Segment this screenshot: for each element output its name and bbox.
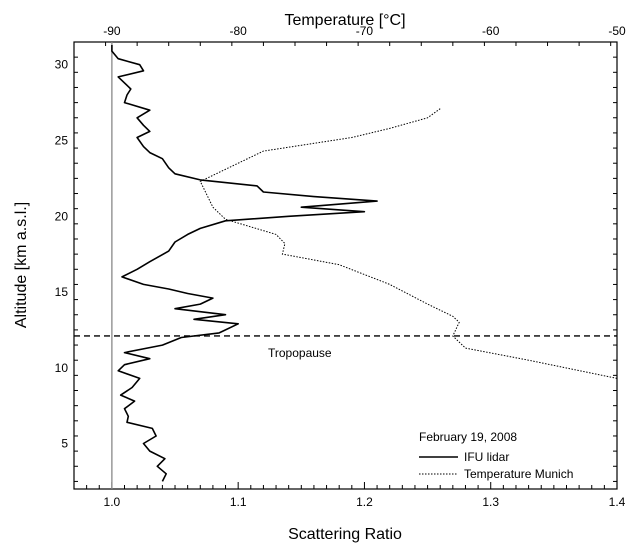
x-top-tick-label: -60 (482, 24, 500, 38)
series-ifu-lidar-line (111, 45, 378, 482)
x-top-tick-label: -80 (229, 24, 247, 38)
y-axis-left: 5 10 15 20 25 30 (55, 41, 78, 482)
x-top-tick-label: -50 (608, 24, 626, 38)
y-tick-label: 20 (55, 209, 69, 223)
x-axis-bottom-title: Scattering Ratio (288, 526, 402, 543)
legend: February 19, 2008 IFU lidar Temperature … (419, 430, 573, 481)
y-axis-title: Altitude [km a.s.l.] (13, 202, 30, 328)
x-bottom-tick-label: 1.3 (482, 495, 499, 509)
x-top-tick-label: -90 (103, 24, 121, 38)
x-bottom-tick-label: 1.1 (230, 495, 247, 509)
y-axis-right (613, 41, 617, 482)
x-bottom-tick-label: 1.0 (104, 495, 121, 509)
y-tick-label: 15 (55, 285, 69, 299)
x-bottom-tick-label: 1.2 (356, 495, 373, 509)
y-tick-label: 5 (61, 437, 68, 451)
x-axis-bottom: 1.0 1.1 1.2 1.3 1.4 (73, 482, 626, 509)
y-tick-label: 30 (55, 58, 69, 72)
legend-label-temperature-munich: Temperature Munich (464, 467, 573, 481)
y-tick-label: 25 (55, 133, 69, 147)
series-temperature-munich-line (199, 108, 618, 379)
plot-frame (73, 41, 618, 490)
legend-title: February 19, 2008 (419, 430, 517, 444)
x-axis-top: -90 -80 -70 -60 -50 (73, 24, 626, 46)
tropopause-label: Tropopause (268, 346, 332, 360)
legend-label-ifu-lidar: IFU lidar (464, 450, 509, 464)
y-tick-label: 10 (55, 361, 69, 375)
x-bottom-tick-label: 1.4 (609, 495, 626, 509)
x-axis-top-title: Temperature [°C] (284, 12, 405, 29)
x-top-tick-label: -70 (356, 24, 374, 38)
